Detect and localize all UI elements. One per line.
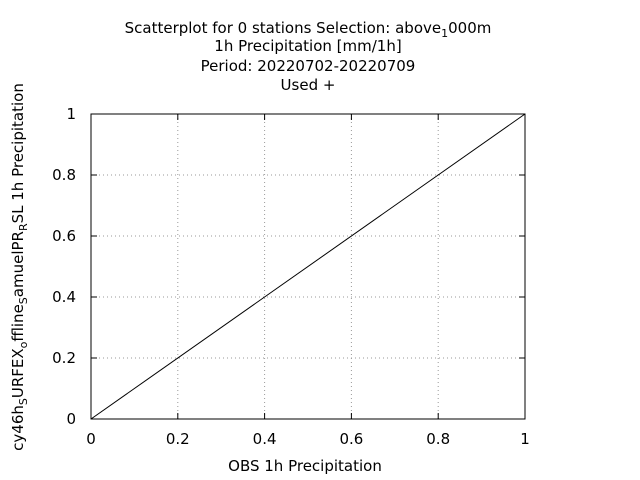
y-tick-label: 1	[66, 105, 76, 123]
subscript-text: R	[17, 223, 30, 231]
y-tick-label: 0	[66, 410, 76, 428]
x-tick-label: 1	[520, 430, 530, 448]
title-line: 1h Precipitation [mm/1h]	[214, 37, 401, 55]
text-part: Period: 20220702-20220709	[201, 57, 416, 75]
y-tick-label: 0.4	[52, 288, 76, 306]
grid-lines	[91, 114, 525, 419]
text-part: amuelPR	[9, 231, 27, 297]
y-axis-label: cy46hSURFEXofflineSamuelPRRSL 1h Precipi…	[9, 83, 30, 451]
text-part: ffline	[9, 304, 27, 341]
y-axis-label-text: cy46hSURFEXofflineSamuelPRRSL 1h Precipi…	[9, 83, 30, 451]
text-part: URFEX	[9, 348, 27, 398]
y-tick-label: 0.2	[52, 349, 76, 367]
text-part: 1h Precipitation [mm/1h]	[214, 37, 401, 55]
text-part: Used +	[281, 76, 336, 94]
subscript-text: 1	[441, 27, 448, 40]
text-part: 000m	[448, 19, 491, 37]
subscript-text: S	[17, 297, 30, 304]
title-line: Used +	[281, 76, 336, 94]
identity-line	[90, 113, 526, 420]
x-tick-label: 0.2	[166, 430, 190, 448]
title-line: Period: 20220702-20220709	[201, 57, 416, 75]
y-axis-ticks: 0 0.2 0.4 0.6 0.8 1	[52, 105, 525, 428]
x-tick-label: 0.4	[253, 430, 277, 448]
x-axis-label: OBS 1h Precipitation	[228, 457, 382, 475]
x-tick-label: 0.6	[339, 430, 363, 448]
y-tick-label: 0.6	[52, 227, 76, 245]
plot-frame	[90, 113, 526, 420]
x-tick-label: 0	[86, 430, 96, 448]
subscript-text: o	[17, 341, 30, 348]
chart-title: Scatterplot for 0 stations Selection: ab…	[125, 19, 492, 94]
x-axis-ticks: 0 0.2 0.4 0.6 0.8 1	[86, 114, 530, 448]
text-part: cy46h	[9, 405, 27, 451]
text-part: SL 1h Precipitation	[9, 83, 27, 223]
subscript-text: S	[17, 398, 30, 405]
x-tick-label: 0.8	[426, 430, 450, 448]
y-tick-label: 0.8	[52, 166, 76, 184]
text-part: Scatterplot for 0 stations Selection: ab…	[125, 19, 442, 37]
title-line: Scatterplot for 0 stations Selection: ab…	[125, 19, 492, 40]
